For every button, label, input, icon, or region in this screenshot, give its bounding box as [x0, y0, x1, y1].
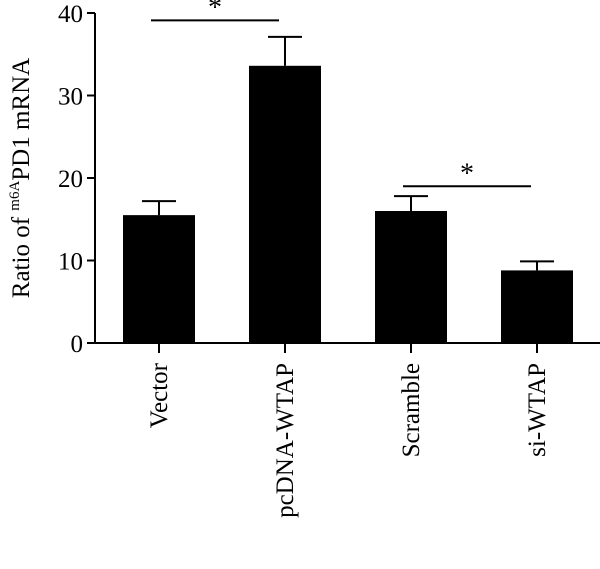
x-category-label: Scramble	[398, 363, 425, 457]
y-axis-title-superscript: m6A	[7, 181, 23, 211]
significance-star: *	[460, 158, 474, 189]
x-category-label: Vector	[146, 362, 173, 428]
y-tick-label: 30	[58, 84, 83, 111]
x-category-label: pcDNA-WTAP	[272, 363, 299, 518]
error-bars	[142, 35, 554, 271]
y-axis-title-prefix: Ratio of	[8, 211, 35, 299]
y-axis-title: Ratio of m6APD1 mRNA	[7, 58, 35, 298]
bars	[123, 65, 573, 344]
significance-star: *	[208, 0, 222, 23]
x-category-label: si-WTAP	[524, 363, 551, 457]
bar-vector	[123, 215, 195, 343]
y-tick-label: 40	[58, 1, 83, 28]
x-axis: Vector pcDNA-WTAP Scramble si-WTAP	[95, 342, 600, 518]
bar-pcdna-wtap	[249, 65, 321, 344]
y-axis: 0 10 20 30 40	[58, 1, 96, 358]
bar-si-wtap	[501, 270, 573, 343]
y-tick-label: 0	[71, 331, 84, 358]
y-tick-label: 10	[58, 249, 83, 276]
svg-text:Ratio of m6APD1 mRNA: Ratio of m6APD1 mRNA	[7, 58, 35, 298]
y-tick-label: 20	[58, 166, 83, 193]
bar-scramble	[375, 211, 447, 343]
significance-markers: **	[151, 0, 531, 189]
y-axis-title-suffix: PD1 mRNA	[8, 58, 35, 181]
